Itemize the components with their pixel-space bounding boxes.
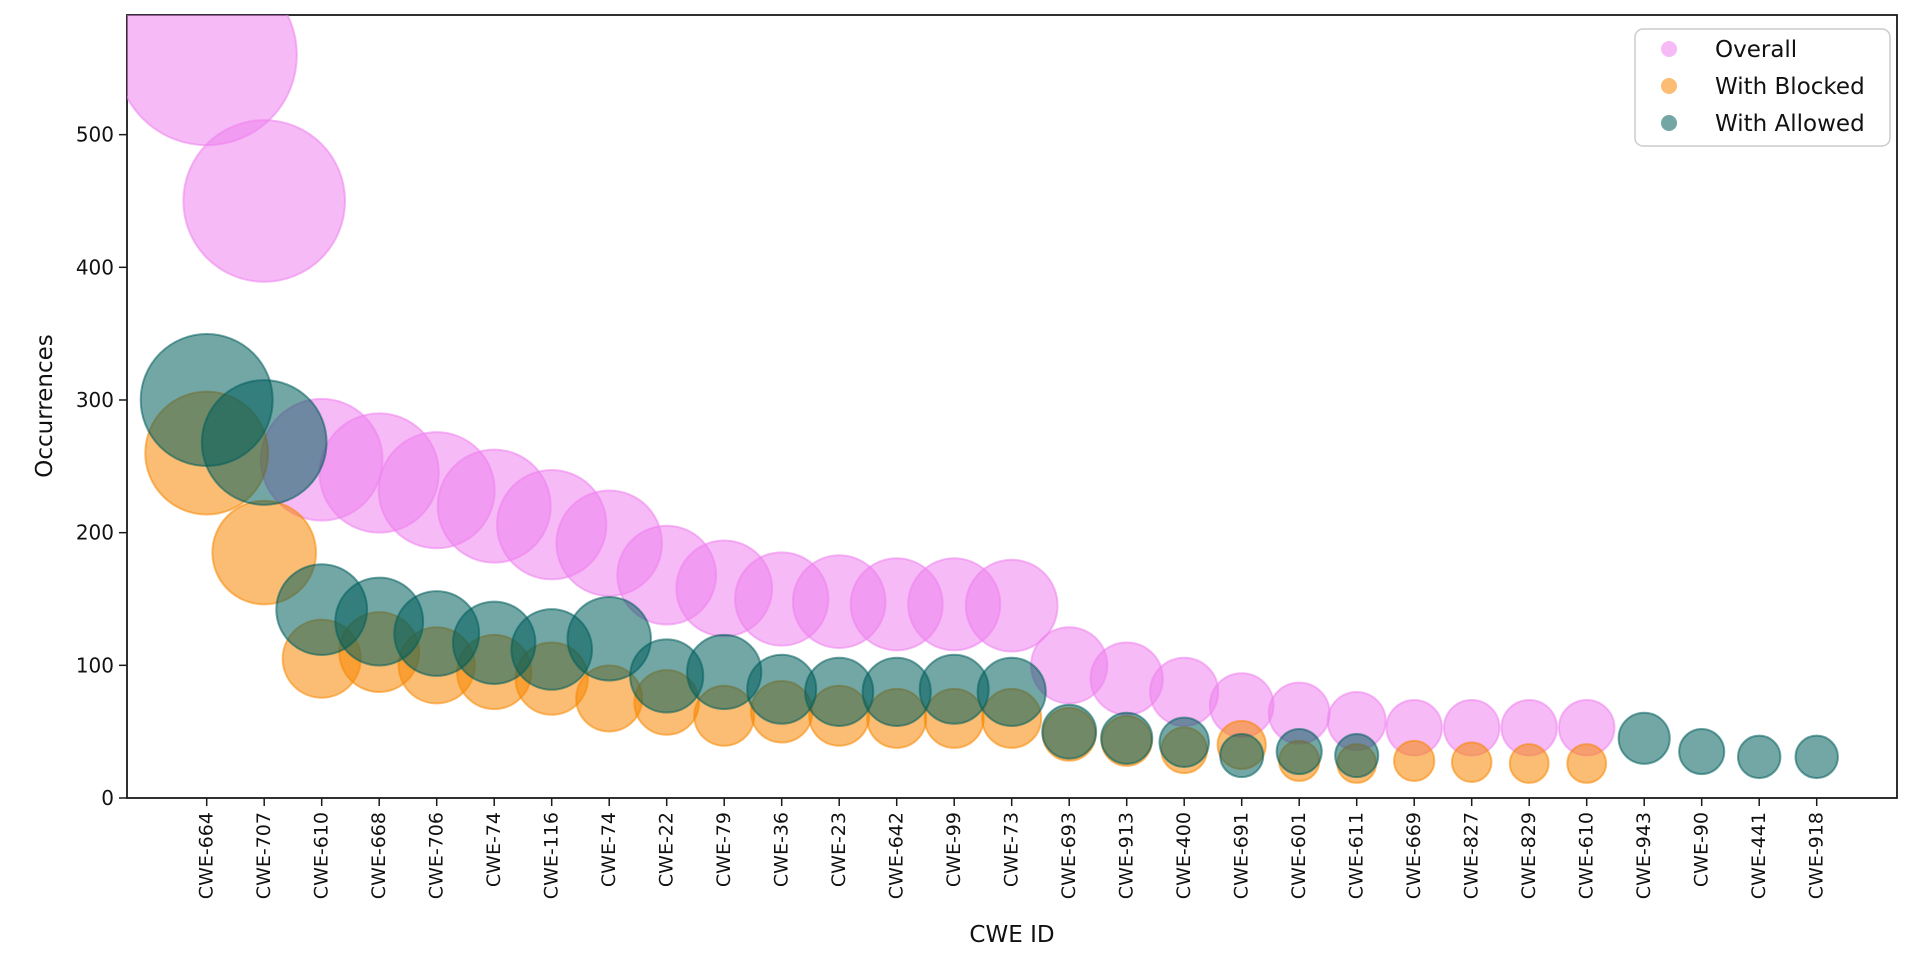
series-with-allowed: [139, 332, 1839, 780]
x-tick-label: CWE-664: [196, 812, 218, 899]
y-tick-label: 300: [76, 388, 114, 412]
bubble-CWE-918: [1794, 734, 1839, 780]
bubble-CWE-74: [566, 596, 652, 682]
bubble-CWE-943: [1617, 711, 1671, 765]
x-tick-label: CWE-918: [1806, 812, 1828, 899]
x-tick-label: CWE-441: [1748, 812, 1770, 899]
y-tick-label: 100: [76, 653, 114, 677]
bubble-CWE-829: [1508, 743, 1550, 784]
bubble-CWE-90: [1678, 728, 1726, 776]
y-tick-label: 500: [76, 123, 114, 147]
x-tick-label: CWE-693: [1058, 812, 1080, 899]
x-tick-label: CWE-90: [1691, 812, 1713, 887]
bubble-CWE-400: [1158, 716, 1210, 768]
x-tick-label: CWE-99: [943, 812, 965, 887]
x-tick-label: CWE-74: [483, 812, 505, 887]
legend-label-with-blocked: With Blocked: [1715, 74, 1865, 100]
x-tick-label: CWE-73: [1001, 812, 1023, 887]
series-overall: [127, 15, 1616, 757]
x-tick-label: CWE-36: [771, 812, 793, 887]
y-tick-label: 200: [76, 521, 114, 545]
bubble-CWE-827: [1450, 741, 1493, 783]
bubble-CWE-611: [1334, 732, 1380, 779]
legend: Overall With Blocked With Allowed: [1634, 28, 1891, 147]
x-tick-label: CWE-913: [1116, 812, 1138, 899]
legend-marker-with-blocked: [1661, 78, 1677, 94]
x-tick-label: CWE-23: [828, 812, 850, 887]
x-tick-label: CWE-943: [1633, 812, 1655, 899]
x-tick-label: CWE-707: [253, 812, 275, 899]
bubble-CWE-400: [1149, 656, 1220, 727]
bubble-CWE-73: [976, 656, 1047, 727]
y-axis-ticks: 0 100 200 300 400 500: [76, 123, 127, 810]
x-tick-label: CWE-610: [1576, 812, 1598, 899]
bubble-CWE-913: [1100, 711, 1154, 765]
x-tick-label: CWE-22: [656, 812, 678, 887]
bubble-series-layer: [127, 15, 1839, 784]
x-tick-label: CWE-79: [713, 812, 735, 887]
bubble-CWE-669: [1393, 739, 1436, 783]
x-tick-label: CWE-610: [311, 812, 333, 899]
x-tick-label: CWE-611: [1346, 812, 1368, 899]
legend-marker-with-allowed: [1661, 115, 1677, 131]
bubble-CWE-610: [1566, 743, 1608, 784]
x-tick-label: CWE-116: [541, 812, 563, 899]
x-tick-label: CWE-706: [426, 812, 448, 899]
legend-marker-overall: [1661, 41, 1677, 57]
y-tick-label: 0: [101, 786, 114, 810]
y-axis-title: Occurrences: [32, 334, 58, 477]
x-tick-label: CWE-827: [1461, 812, 1483, 899]
x-tick-label: CWE-601: [1288, 812, 1310, 899]
bubble-CWE-707: [200, 379, 328, 506]
x-tick-label: CWE-642: [886, 812, 908, 899]
bubble-CWE-693: [1041, 703, 1098, 760]
bubble-CWE-707: [182, 119, 347, 283]
x-tick-label: CWE-691: [1231, 812, 1253, 899]
bubble-CWE-601: [1275, 728, 1323, 776]
x-axis-ticks: CWE-664 CWE-707 CWE-610 CWE-668 CWE-706 CWE-7…: [196, 798, 1828, 899]
y-tick-label: 400: [76, 255, 114, 279]
x-axis-title: CWE ID: [969, 922, 1054, 948]
legend-box: [1634, 28, 1891, 147]
x-tick-label: CWE-668: [368, 812, 390, 899]
bubble-CWE-691: [1219, 732, 1265, 779]
x-tick-label: CWE-400: [1173, 812, 1195, 899]
x-tick-label: CWE-74: [598, 812, 620, 887]
bubble-CWE-441: [1736, 734, 1782, 780]
legend-label-with-allowed: With Allowed: [1715, 111, 1865, 137]
x-tick-label: CWE-669: [1403, 812, 1425, 899]
bubble-CWE-73: [964, 558, 1059, 653]
x-tick-label: CWE-829: [1518, 812, 1540, 899]
legend-label-overall: Overall: [1715, 37, 1797, 63]
